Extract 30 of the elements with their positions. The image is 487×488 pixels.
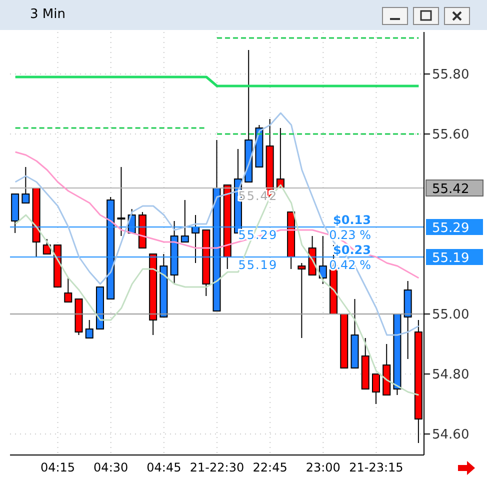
x-tick-label: 04:30: [94, 460, 128, 475]
x-tick-label: 21-22:30: [190, 460, 244, 475]
candlestick: [372, 374, 380, 404]
y-tick-label: 55.80: [432, 68, 470, 83]
y-tick-label: 55.00: [432, 308, 470, 323]
candlestick: [180, 200, 189, 242]
line-series: [14, 151, 420, 279]
annotation: 55.29: [238, 228, 278, 242]
candlestick: [64, 278, 72, 302]
candlestick: [85, 320, 94, 338]
ref-line-label: 55.19: [432, 251, 470, 266]
candlestick: [318, 236, 327, 284]
chart-title: 3 Min: [30, 7, 66, 22]
y-tick-label: 54.80: [432, 368, 470, 383]
candlestick: [298, 262, 306, 338]
y-tick-label: 54.60: [432, 428, 470, 443]
candlestick: [22, 166, 30, 204]
annotation: 55.19: [238, 258, 278, 272]
ref-line-label: 55.29: [432, 221, 470, 236]
x-tick-label: 22:45: [252, 460, 288, 475]
y-tick-label: 55.60: [432, 128, 470, 143]
x-tick-label: 21-23:15: [349, 460, 404, 475]
line-series: [14, 112, 420, 336]
x-tick-label: 23:00: [306, 460, 340, 475]
candlestick: [117, 166, 126, 236]
ref-line-label: 55.42: [432, 182, 470, 197]
candlestick: [42, 238, 51, 254]
x-tick-label: 04:15: [40, 460, 76, 475]
x-tick-label: 04:45: [146, 460, 182, 475]
annotation: $0.13 0.23 %: [329, 213, 371, 242]
